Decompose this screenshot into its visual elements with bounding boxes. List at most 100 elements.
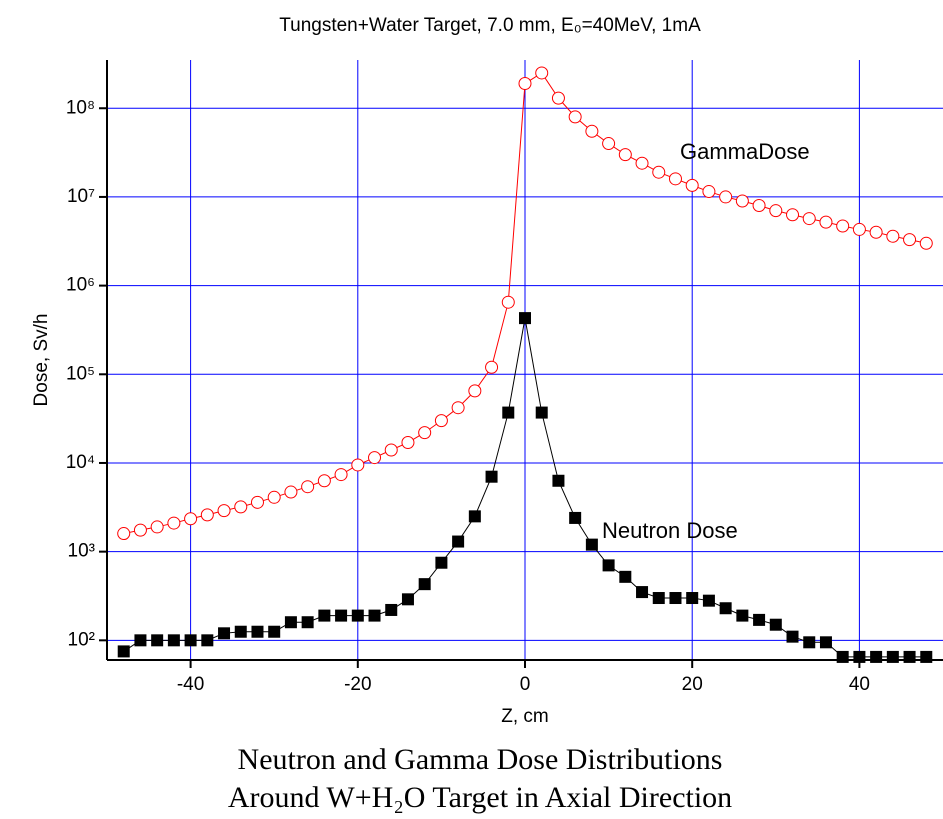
marker [519,312,531,325]
marker [151,634,164,647]
marker [803,636,816,649]
marker [685,178,699,192]
y-tick-label: 10⁸ [66,97,95,118]
marker [518,77,532,91]
marker [351,609,364,622]
marker [201,634,214,647]
x-axis-label: Z, cm [501,706,549,727]
marker [853,650,866,663]
marker [585,124,599,138]
marker [602,559,615,572]
marker [318,609,331,622]
marker [218,627,231,640]
marker [719,190,733,204]
chart-title: Tungsten+Water Target, 7.0 mm, E₀=40MeV,… [279,15,701,36]
marker [836,650,849,663]
marker [668,172,682,186]
series-label: GammaDose [680,139,810,164]
marker [251,625,264,638]
marker [117,645,130,658]
x-tick-label: 20 [682,674,703,695]
y-tick-label: 10³ [68,541,95,562]
marker [636,586,649,599]
marker [886,650,899,663]
marker [284,485,298,499]
marker [368,609,381,622]
marker [435,556,448,569]
marker [117,527,131,541]
x-tick-label: -40 [177,674,204,695]
marker [234,625,247,638]
marker [752,199,766,213]
marker [719,602,732,615]
marker [769,618,782,631]
marker [819,215,833,229]
marker [836,219,850,233]
marker [384,443,398,457]
x-tick-label: 40 [849,674,870,695]
caption: Around W+H₂O Target in Axial Direction [228,781,732,814]
marker [334,468,348,482]
marker [919,236,933,250]
marker [886,229,900,243]
marker [317,474,331,488]
marker [385,603,398,616]
y-tick-label: 10⁷ [67,186,95,207]
marker [301,480,315,494]
marker [552,474,565,487]
y-tick-label: 10⁶ [66,275,95,296]
caption: Neutron and Gamma Dose Distributions [238,743,723,776]
marker [452,535,465,548]
marker [819,636,832,649]
marker [618,148,632,162]
marker [535,66,549,80]
marker [869,225,883,239]
marker [485,470,498,483]
marker [401,593,414,606]
marker [401,436,415,450]
marker [686,592,699,605]
marker [501,295,515,309]
marker [769,204,783,218]
marker [702,594,715,607]
x-tick-label: -20 [344,674,371,695]
marker [635,156,649,170]
marker [234,500,248,514]
marker [184,512,198,526]
marker [133,523,147,537]
marker [702,185,716,199]
marker [736,609,749,622]
marker [786,208,800,222]
marker [502,406,515,419]
marker [551,91,565,105]
marker [418,426,432,440]
marker [903,650,916,663]
marker [652,592,665,605]
marker [134,634,147,647]
marker [200,508,214,522]
marker [852,222,866,236]
marker [468,510,481,523]
marker [434,414,448,428]
marker [669,592,682,605]
marker [920,650,933,663]
y-tick-label: 10⁵ [66,363,95,384]
x-tick-label: 0 [520,674,531,695]
marker [184,634,197,647]
marker [150,520,164,534]
marker [418,578,431,591]
marker [451,401,465,415]
marker [167,516,181,530]
marker [753,613,766,626]
marker [619,570,632,583]
marker [535,406,548,419]
marker [585,538,598,551]
marker [250,495,264,509]
marker [284,616,297,629]
y-tick-label: 10² [68,629,95,650]
series-label: Neutron Dose [602,518,738,543]
marker [301,616,314,629]
marker [217,504,231,518]
marker [786,630,799,643]
